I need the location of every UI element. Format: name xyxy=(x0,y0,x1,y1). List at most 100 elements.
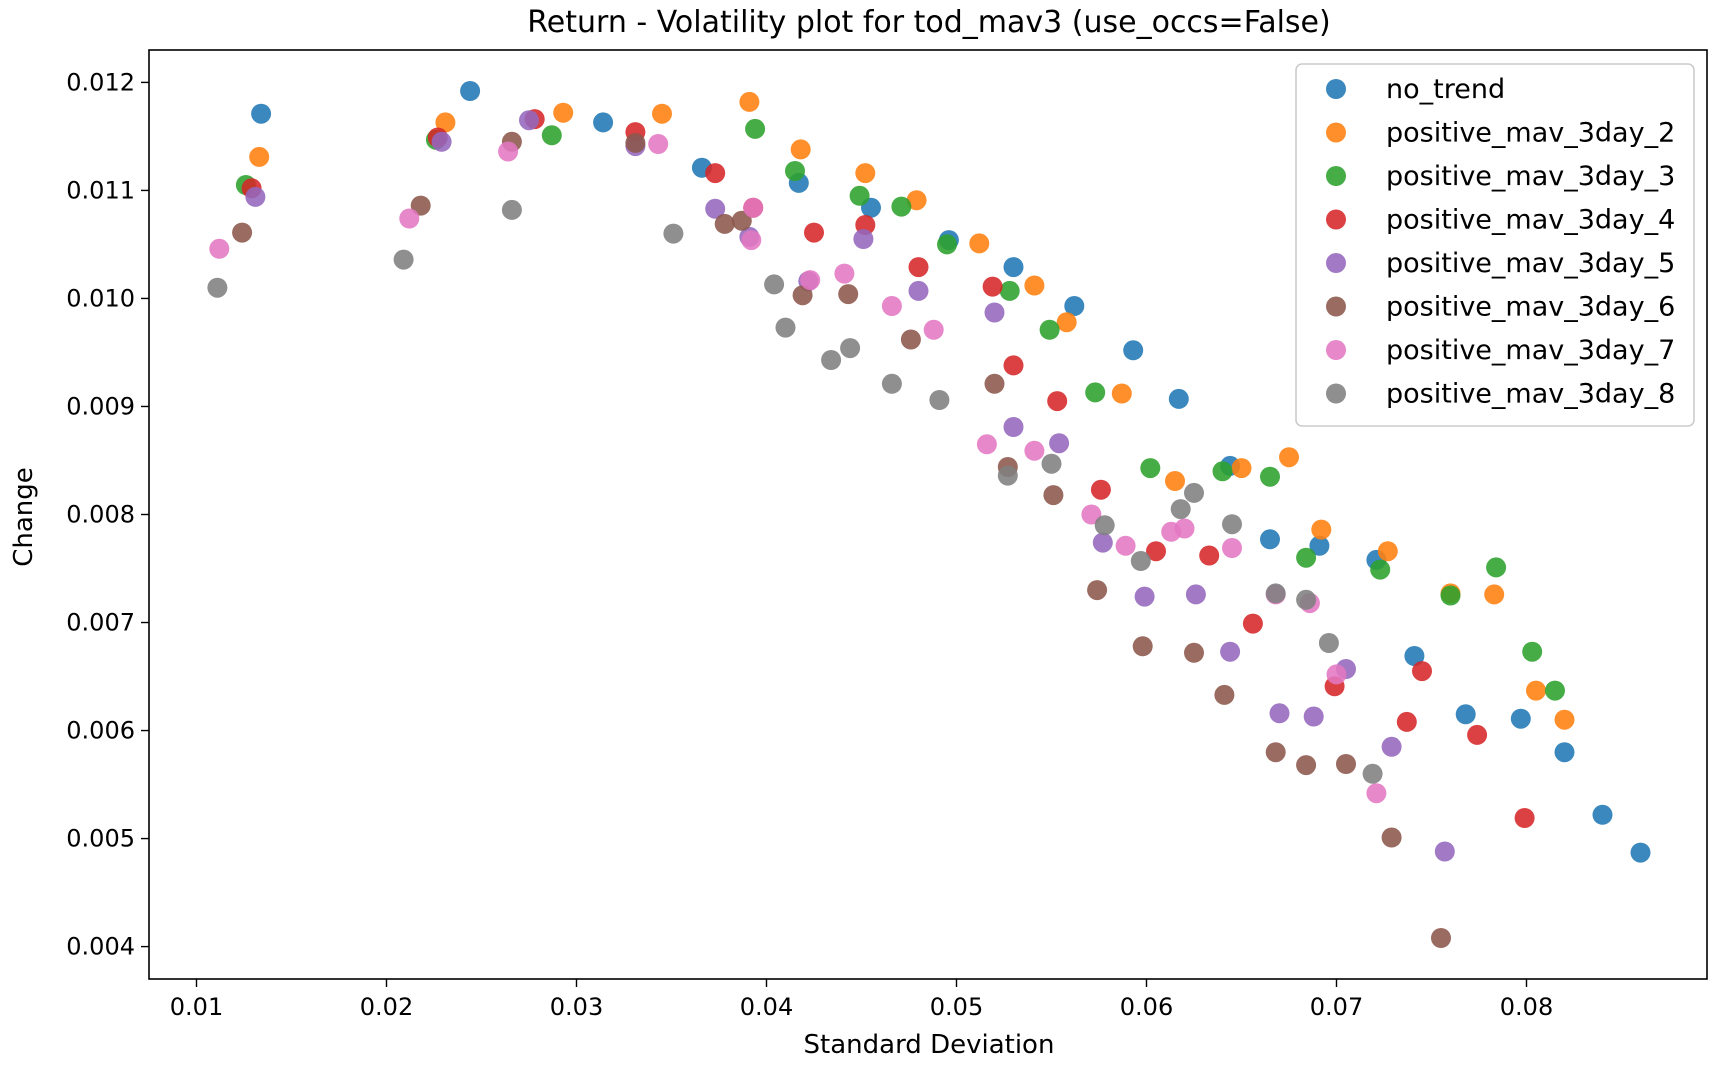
legend-marker xyxy=(1326,122,1346,143)
data-point-positive_mav_3day_8 xyxy=(501,199,522,220)
data-point-positive_mav_3day_5 xyxy=(705,198,726,219)
x-axis: 0.01 0.02 0.03 0.04 0.05 0.06 0.07 0.08 xyxy=(170,979,1553,1021)
data-point-positive_mav_3day_6 xyxy=(1043,485,1064,506)
data-point-positive_mav_3day_8 xyxy=(1296,589,1317,610)
data-point-positive_mav_3day_4 xyxy=(1242,613,1263,634)
legend-marker xyxy=(1326,340,1346,360)
data-point-positive_mav_3day_2 xyxy=(739,91,760,112)
data-point-no_trend xyxy=(593,112,614,133)
data-point-positive_mav_3day_3 xyxy=(745,118,766,139)
y-tick-label: 0.005 xyxy=(66,825,135,853)
data-point-no_trend xyxy=(1592,804,1613,825)
x-tick-label: 0.07 xyxy=(1310,993,1363,1021)
data-point-positive_mav_3day_5 xyxy=(1434,841,1455,862)
data-point-positive_mav_3day_5 xyxy=(1220,641,1241,662)
data-point-positive_mav_3day_6 xyxy=(1336,754,1356,774)
data-point-no_trend xyxy=(460,81,481,101)
data-point-positive_mav_3day_6 xyxy=(410,195,431,216)
data-point-positive_mav_3day_7 xyxy=(1115,535,1136,556)
data-point-positive_mav_3day_6 xyxy=(714,213,735,234)
data-point-positive_mav_3day_3 xyxy=(1545,680,1565,701)
data-point-positive_mav_3day_3 xyxy=(785,161,805,181)
data-point-positive_mav_3day_6 xyxy=(1214,684,1235,705)
data-point-no_trend xyxy=(1003,257,1024,278)
data-point-no_trend xyxy=(1510,708,1531,729)
data-point-no_trend xyxy=(1123,340,1144,361)
data-point-positive_mav_3day_4 xyxy=(1514,808,1535,828)
data-point-positive_mav_3day_6 xyxy=(1265,742,1286,763)
data-point-positive_mav_3day_8 xyxy=(821,350,842,370)
legend-marker xyxy=(1326,296,1346,317)
data-point-positive_mav_3day_5 xyxy=(1381,736,1402,757)
legend-entry-label: no_trend xyxy=(1386,74,1505,105)
data-point-positive_mav_3day_8 xyxy=(929,390,950,410)
data-point-positive_mav_3day_7 xyxy=(923,319,944,340)
data-point-positive_mav_3day_7 xyxy=(881,296,902,316)
data-point-positive_mav_3day_4 xyxy=(908,257,929,278)
data-point-positive_mav_3day_3 xyxy=(1296,547,1317,568)
data-point-no_trend xyxy=(1064,296,1085,316)
data-point-positive_mav_3day_6 xyxy=(1184,642,1204,663)
series-positive_mav_3day_8 xyxy=(207,199,1383,784)
data-point-positive_mav_3day_5 xyxy=(1092,532,1113,553)
data-point-no_trend xyxy=(1404,646,1425,666)
series-positive_mav_3day_4 xyxy=(241,109,1535,828)
data-point-positive_mav_3day_2 xyxy=(790,139,811,160)
data-point-positive_mav_3day_7 xyxy=(834,263,855,284)
data-point-positive_mav_3day_7 xyxy=(1174,518,1195,539)
data-point-positive_mav_3day_7 xyxy=(800,270,821,291)
y-axis-label: Change xyxy=(9,467,39,567)
data-point-positive_mav_3day_5 xyxy=(984,302,1005,323)
data-point-positive_mav_3day_7 xyxy=(648,134,669,154)
data-point-positive_mav_3day_6 xyxy=(838,284,859,305)
data-point-positive_mav_3day_8 xyxy=(207,277,228,298)
data-point-positive_mav_3day_2 xyxy=(1165,471,1185,491)
data-point-positive_mav_3day_2 xyxy=(1484,584,1505,605)
data-point-positive_mav_3day_5 xyxy=(1269,703,1290,724)
y-tick-label: 0.009 xyxy=(66,392,135,420)
y-tick-label: 0.004 xyxy=(66,933,135,961)
data-point-positive_mav_3day_3 xyxy=(891,196,912,217)
data-point-positive_mav_3day_5 xyxy=(853,229,874,249)
data-point-positive_mav_3day_8 xyxy=(1170,499,1191,520)
data-point-positive_mav_3day_8 xyxy=(997,465,1018,486)
data-point-positive_mav_3day_3 xyxy=(1039,319,1060,340)
data-point-positive_mav_3day_5 xyxy=(519,110,539,131)
data-point-positive_mav_3day_8 xyxy=(1094,515,1115,536)
data-point-positive_mav_3day_3 xyxy=(1140,458,1161,479)
data-point-positive_mav_3day_3 xyxy=(541,125,562,146)
data-point-positive_mav_3day_2 xyxy=(553,102,574,123)
data-point-positive_mav_3day_3 xyxy=(937,234,957,255)
data-point-positive_mav_3day_8 xyxy=(764,274,785,295)
data-point-positive_mav_3day_8 xyxy=(1222,514,1242,535)
data-point-positive_mav_3day_5 xyxy=(431,131,452,152)
data-point-positive_mav_3day_8 xyxy=(1265,583,1286,604)
data-point-positive_mav_3day_6 xyxy=(232,222,253,243)
data-point-positive_mav_3day_6 xyxy=(1381,827,1402,848)
data-point-positive_mav_3day_4 xyxy=(1199,545,1220,566)
y-axis: 0.004 0.005 0.006 0.007 0.008 0.009 0.010 0.011… xyxy=(66,68,149,961)
data-point-positive_mav_3day_3 xyxy=(1522,641,1543,662)
x-tick-label: 0.04 xyxy=(740,993,793,1021)
series-positive_mav_3day_7 xyxy=(209,134,1387,804)
data-point-positive_mav_3day_6 xyxy=(900,329,921,350)
legend-marker xyxy=(1326,166,1346,186)
y-tick-label: 0.008 xyxy=(66,501,135,529)
legend-entry-label: positive_mav_3day_7 xyxy=(1386,335,1675,366)
legend-marker xyxy=(1326,383,1346,404)
data-point-positive_mav_3day_7 xyxy=(976,434,997,455)
data-point-positive_mav_3day_3 xyxy=(1440,585,1461,606)
y-tick-label: 0.007 xyxy=(66,609,135,637)
data-point-positive_mav_3day_5 xyxy=(1185,584,1206,605)
data-point-positive_mav_3day_4 xyxy=(1396,711,1417,732)
data-point-positive_mav_3day_3 xyxy=(1212,461,1233,482)
data-point-positive_mav_3day_3 xyxy=(849,185,870,206)
legend-marker xyxy=(1326,209,1346,230)
data-point-no_trend xyxy=(1168,388,1189,409)
data-point-positive_mav_3day_3 xyxy=(999,280,1020,301)
data-point-no_trend xyxy=(251,103,272,124)
data-point-no_trend xyxy=(1260,529,1280,550)
data-point-positive_mav_3day_6 xyxy=(625,132,646,153)
data-point-positive_mav_3day_2 xyxy=(1554,709,1575,730)
